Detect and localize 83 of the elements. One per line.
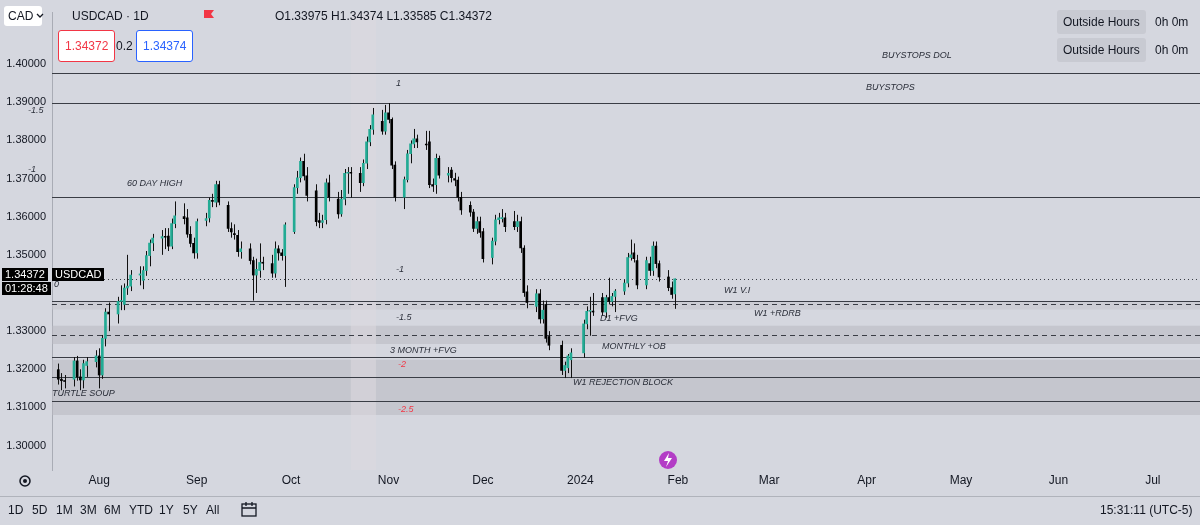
annotation: -1 (396, 264, 405, 274)
annotation: 0h 0m (1155, 15, 1189, 29)
annotation: 0 (54, 279, 60, 289)
annotation: USDCAD · 1D (72, 9, 149, 23)
annotation: TURTLE SOUP (52, 388, 115, 398)
x-tick-label: Jun (1048, 472, 1069, 487)
candlestick (255, 258, 258, 294)
annotation: 60 DAY HIGH (127, 178, 183, 188)
candlestick (163, 227, 167, 250)
annotation: BUYSTOPS (866, 82, 915, 92)
text: 15:31:11 (UTC-5) (1100, 503, 1193, 517)
text: All (206, 503, 220, 517)
annotation: -2.5 (398, 404, 414, 414)
annotation: W1 V.I (724, 285, 751, 295)
annotation: -2 (398, 359, 407, 369)
text: 1M (56, 503, 73, 517)
x-tick-label: Jul (1145, 472, 1161, 487)
x-tick-label: 2024 (567, 472, 595, 487)
y-tick-label: 1.31000 (6, 400, 46, 413)
annotation: O1.33975 H1.34374 L1.33585 C1.34372 (275, 9, 492, 23)
text: 1D (8, 503, 24, 517)
candlestick (588, 296, 592, 337)
y-tick-label: 1.37000 (6, 171, 46, 184)
annotation: USDCAD (52, 268, 105, 281)
candlestick (170, 218, 173, 250)
candlestick (82, 359, 85, 389)
annotation: 0.2 (116, 39, 133, 53)
y-tick-label: 1.35000 (6, 247, 46, 260)
text: -1.5 (28, 105, 44, 115)
text: 5Y (183, 503, 198, 517)
candlestick (384, 104, 387, 136)
annotation: -1.5 (396, 312, 412, 322)
candlestick (349, 166, 353, 199)
x-tick-label: May (949, 472, 973, 487)
annotation: 3 MONTH +FVG (390, 345, 457, 355)
x-tick-label: Nov (377, 472, 400, 487)
y-tick-label: 1.30000 (6, 438, 46, 451)
annotation: 1 (396, 78, 402, 88)
candlestick (336, 191, 340, 220)
x-tick-label: Oct (281, 472, 302, 487)
annotation: BUYSTOPS DOL (882, 50, 952, 60)
text: YTD (129, 503, 153, 517)
candlestick (358, 166, 362, 193)
y-tick-label: 1.39000 (6, 95, 46, 108)
candlestick (601, 292, 604, 317)
text: CAD (4, 6, 42, 26)
text: 1.34372 (2, 268, 48, 281)
candlestick (207, 197, 211, 223)
annotation: W1 REJECTION BLOCK (573, 377, 674, 387)
text: -1 (28, 164, 37, 174)
text: 5D (32, 503, 48, 517)
annotation: 1.34372 (58, 30, 116, 62)
candlestick (217, 180, 221, 206)
annotation: W1 +RDRB (754, 308, 801, 318)
candlestick (380, 109, 384, 136)
text: 01:28:48 (2, 282, 51, 295)
x-tick-label: Dec (472, 472, 494, 487)
y-tick-label: 1.33000 (6, 324, 46, 337)
text: 6M (104, 503, 121, 517)
x-tick-label: Apr (857, 472, 876, 487)
candlestick (56, 363, 60, 386)
candlestick (648, 256, 651, 277)
x-tick-label: Feb (667, 472, 689, 487)
annotation: 0h 0m (1155, 43, 1189, 57)
x-tick-label: Sep (186, 472, 208, 487)
annotation: Outside Hours (1057, 10, 1146, 34)
candlestick (535, 288, 538, 313)
y-tick-label: 1.40000 (6, 57, 46, 70)
candlestick (167, 227, 170, 252)
text: 1Y (159, 503, 174, 517)
candlestick (566, 353, 570, 374)
annotation: MONTHLY +OB (602, 341, 666, 351)
x-tick-label: Aug (88, 472, 110, 487)
y-tick-label: 1.32000 (6, 362, 46, 375)
candlestick (667, 269, 670, 292)
y-tick-label: 1.38000 (6, 133, 46, 146)
text: 3M (80, 503, 97, 517)
candlestick (327, 174, 331, 202)
annotation: 1.34374 (136, 30, 194, 62)
annotation: D1 +FVG (600, 313, 638, 323)
y-tick-label: 1.36000 (6, 209, 46, 222)
annotation: Outside Hours (1057, 38, 1146, 62)
x-tick-label: Mar (758, 472, 780, 487)
